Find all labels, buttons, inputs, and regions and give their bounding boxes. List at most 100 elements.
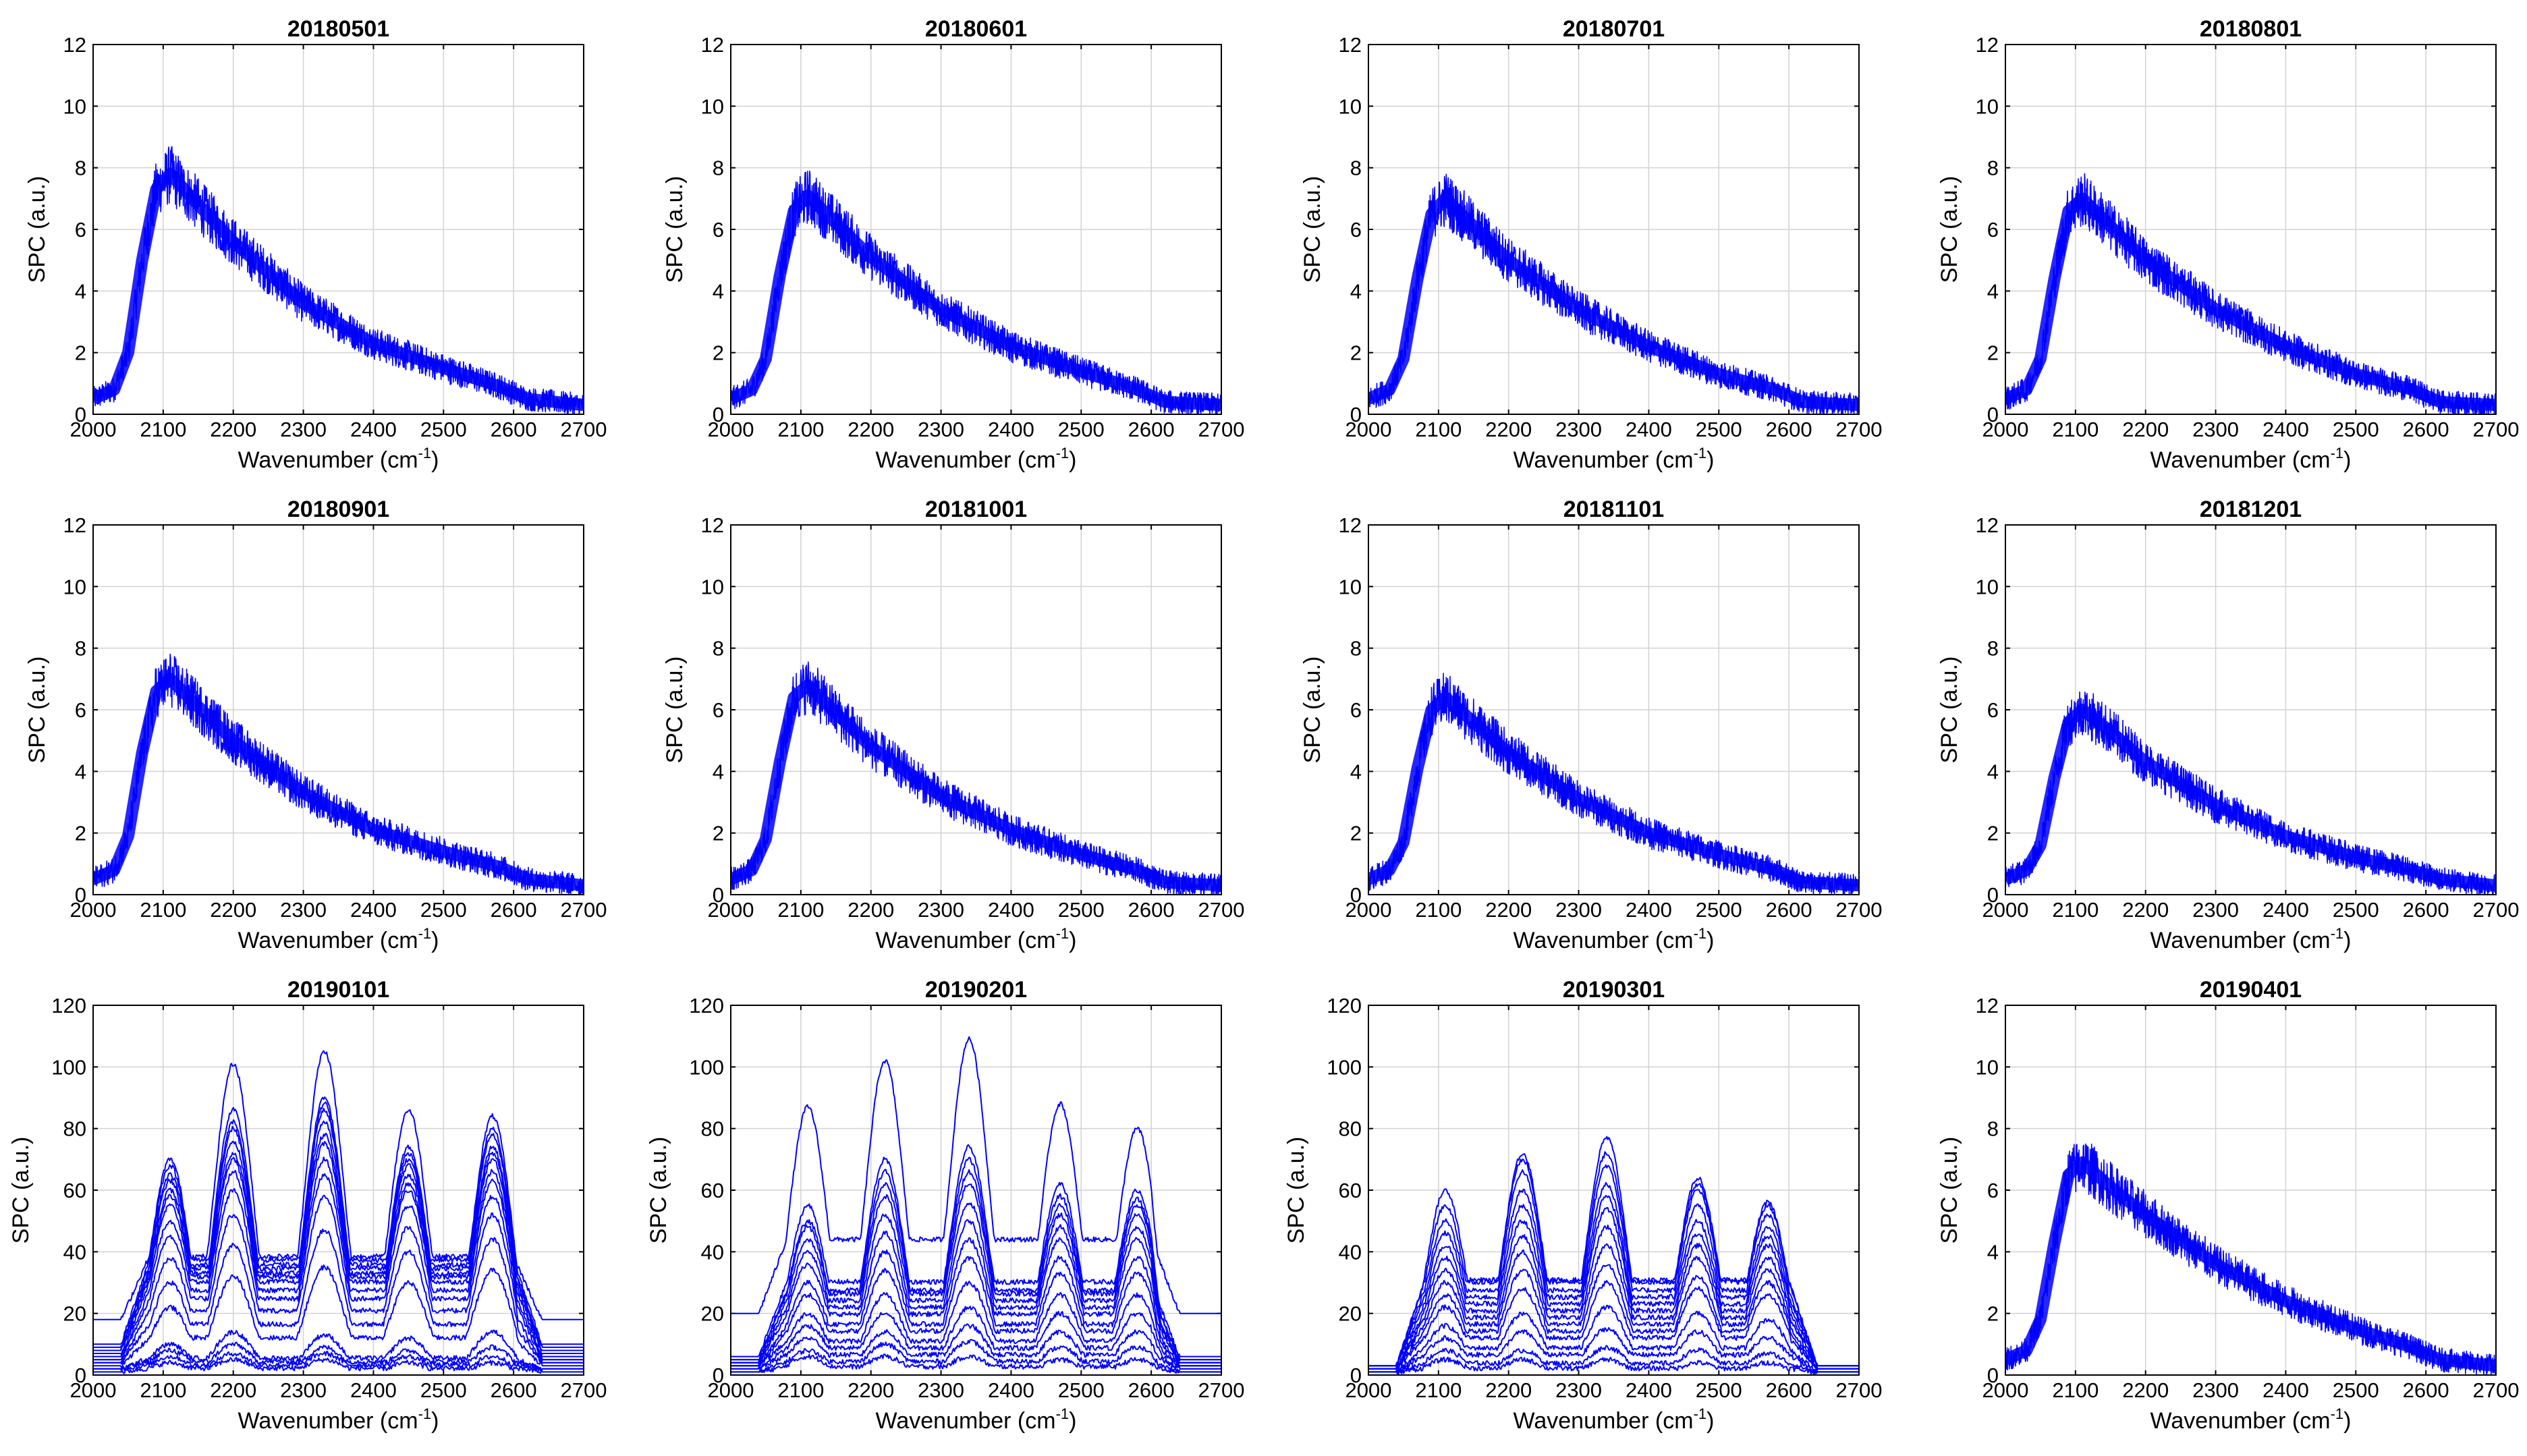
x-tick-label: 2000 [1982,1378,2029,1402]
y-tick-label: 100 [1327,1055,1362,1079]
y-tick-label: 2 [75,341,86,365]
y-tick-label: 12 [63,33,86,57]
spc-trace-9 [1368,1264,1859,1370]
x-tick-label: 2500 [1058,418,1105,441]
y-tick-label: 100 [689,1055,724,1079]
spc-trace-2 [731,1144,1221,1357]
axes-frame [730,1005,1222,1376]
y-tick-label: 10 [63,94,86,118]
x-tick-label: 2300 [1555,1378,1602,1402]
axes-frame [1368,44,1860,415]
axes-frame [92,1005,584,1376]
x-axis-label: Wavenumber (cm-1) [1514,1405,1715,1434]
x-tick-label: 2100 [2052,1378,2099,1402]
spc-trace-12 [731,1323,1221,1370]
y-tick-label: 4 [1987,760,1999,783]
x-tick-label: 2200 [210,418,256,441]
y-tick-label: 0 [1987,403,1999,426]
y-tick-label: 40 [63,1240,86,1264]
y-tick-label: 0 [1350,1364,1362,1387]
x-axis-label: Wavenumber (cm-1) [1514,445,1715,473]
y-tick-label: 4 [1350,760,1362,783]
spc-trace-9 [731,1256,1221,1367]
y-tick-label: 12 [1976,33,1999,57]
y-axis-label: SPC (a.u.) [24,176,50,283]
spc-trace-4 [93,1107,584,1351]
x-tick-label: 2600 [491,898,537,922]
x-axis-label: Wavenumber (cm-1) [2150,445,2352,473]
y-tick-label: 0 [1987,1364,1999,1387]
y-tick-label: 0 [75,403,86,426]
x-axis-label: Wavenumber (cm-1) [876,445,1077,473]
y-tick-label: 0 [713,883,724,907]
axes-frame [92,524,584,895]
x-tick-label: 2000 [1345,898,1392,922]
x-tick-label: 2600 [491,1378,537,1402]
spc-trace-14 [731,1353,1221,1374]
y-tick-label: 10 [701,94,724,118]
x-tick-label: 2500 [1058,1378,1105,1402]
x-tick-label: 2500 [1696,898,1742,922]
subplot-title: 20180601 [925,16,1027,42]
spc-trace-12 [93,1264,584,1368]
spc-trace-14 [1368,1356,1859,1375]
x-tick-label: 2300 [280,1378,327,1402]
x-tick-label: 2400 [350,898,397,922]
y-tick-label: 6 [1987,1179,1999,1202]
x-tick-label: 2200 [210,1378,256,1402]
data-layer [731,661,1221,895]
spc-trace-7 [93,1141,584,1357]
x-tick-label: 2200 [2122,898,2169,922]
x-tick-label: 2100 [140,898,186,922]
subplot-title: 20190201 [925,977,1027,1003]
y-tick-label: 0 [713,1364,724,1387]
y-tick-label: 2 [75,822,86,845]
y-tick-label: 10 [1339,575,1362,598]
y-tick-label: 40 [1339,1240,1362,1264]
data-layer [1368,673,1859,895]
x-tick-label: 2700 [2473,418,2520,441]
y-axis-label: SPC (a.u.) [662,656,688,764]
y-axis-label: SPC (a.u.) [1283,1137,1309,1244]
x-tick-label: 2400 [988,418,1034,441]
subplot-title: 20180901 [287,497,389,522]
spc-trace-9 [93,1173,584,1363]
y-tick-label: 8 [713,157,724,180]
x-tick-label: 2300 [2192,898,2239,922]
spc-trace-3 [1368,1164,1859,1367]
x-tick-label: 2500 [420,1378,467,1402]
x-tick-label: 2600 [2403,1378,2449,1402]
x-tick-label: 2000 [1345,1378,1392,1402]
axes-frame [730,524,1222,895]
spc-trace-6 [93,1133,584,1356]
subplot-title: 20181001 [925,497,1027,522]
y-tick-label: 12 [1339,33,1362,57]
spc-trace-1 [93,1050,584,1320]
y-tick-label: 8 [75,637,86,661]
spc-trace-13 [93,1329,584,1370]
x-tick-label: 2200 [2122,1378,2169,1402]
x-tick-label: 2400 [350,1378,397,1402]
axes-frame [92,44,584,415]
y-tick-label: 10 [1976,94,1999,118]
spc-trace-10 [1368,1280,1859,1370]
spc-trace-12 [1368,1326,1859,1374]
y-tick-label: 80 [701,1117,724,1141]
x-axis-label: Wavenumber (cm-1) [876,925,1077,953]
spc-trace-10 [93,1194,584,1365]
subplot-20190301: 20190301 2000 2100 2200 2300 2400 2500 2600 2700… [1283,977,1882,1434]
y-tick-label: 20 [1339,1302,1362,1326]
y-axis-label: SPC (a.u.) [24,656,50,764]
y-tick-label: 120 [689,994,724,1017]
data-layer [731,1036,1221,1374]
spc-mean-band [731,679,1221,892]
x-tick-label: 2500 [2333,898,2379,922]
x-tick-label: 2500 [420,898,467,922]
y-tick-label: 100 [51,1055,86,1079]
x-tick-label: 2400 [350,418,397,441]
x-tick-label: 2300 [2192,1378,2239,1402]
x-tick-label: 2100 [1415,898,1462,922]
